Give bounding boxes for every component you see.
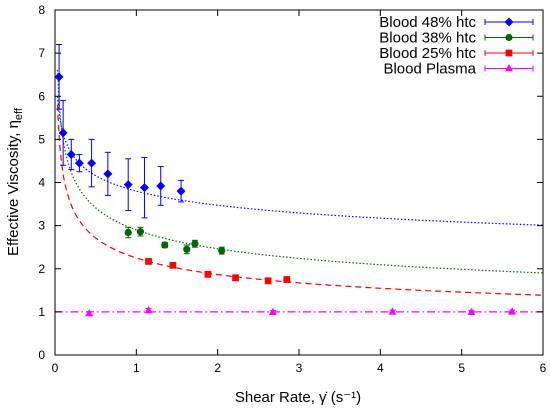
legend-entry: Blood Plasma (383, 61, 534, 78)
series-1-points (124, 226, 226, 255)
y-tick-label: 7 (38, 46, 45, 60)
fit-curve-2 (56, 104, 544, 296)
y-tick-label: 3 (38, 219, 45, 233)
legend-label: Blood Plasma (383, 61, 476, 78)
y-tick-label: 8 (38, 3, 45, 17)
data-point (218, 246, 226, 255)
data-point (74, 153, 84, 173)
series-2-points (145, 258, 291, 285)
data-point (183, 244, 191, 255)
x-tick-label: 0 (52, 361, 59, 375)
x-tick-label: 6 (540, 361, 547, 375)
data-point (388, 307, 397, 315)
data-point (58, 100, 68, 166)
data-point (66, 138, 76, 171)
y-tick-label: 6 (38, 89, 45, 103)
data-point (268, 307, 278, 316)
x-tick-label: 1 (133, 361, 140, 375)
data-point (232, 274, 239, 282)
legend-label: Blood 25% htc (379, 45, 476, 62)
data-point (161, 241, 169, 249)
y-tick-label: 5 (38, 132, 45, 146)
data-point (54, 44, 64, 110)
legend-label: Blood 48% htc (379, 14, 476, 31)
x-axis-ticks: 0 1 2 3 4 5 6 (52, 10, 547, 375)
data-point (169, 261, 177, 269)
data-point (87, 138, 97, 188)
fit-curve-0 (56, 96, 544, 226)
x-tick-label: 5 (458, 361, 465, 375)
series-3-points (85, 306, 517, 317)
y-axis-ticks: 0 1 2 3 4 5 6 7 8 (38, 3, 543, 362)
data-point (85, 309, 94, 317)
y-tick-label: 1 (38, 305, 45, 319)
legend-label: Blood 38% htc (379, 30, 476, 47)
legend-marker (504, 17, 514, 27)
data-point (145, 258, 152, 265)
data-point (204, 270, 212, 278)
series-0-points (54, 44, 186, 219)
data-points (54, 44, 517, 317)
y-tick-label: 0 (38, 348, 45, 362)
legend-marker (504, 64, 514, 72)
x-tick-label: 2 (214, 361, 221, 375)
data-point (176, 179, 186, 203)
x-axis-label: Shear Rate, γ̇ (s⁻¹) (235, 389, 361, 406)
x-tick-label: 4 (377, 361, 384, 375)
y-axis-label: Effective Viscosity, ηeff (5, 107, 25, 256)
data-point (264, 277, 272, 285)
legend-marker (505, 49, 513, 57)
data-point (191, 239, 199, 248)
data-point (283, 276, 291, 283)
data-point (139, 156, 149, 219)
data-point (103, 151, 113, 196)
data-point (144, 306, 153, 314)
fit-curve-1 (56, 69, 544, 274)
legend-entry: Blood 38% htc (379, 30, 534, 47)
data-point (123, 158, 133, 212)
y-tick-label: 4 (38, 176, 45, 190)
data-point (508, 307, 517, 315)
data-point (136, 226, 144, 237)
y-tick-label: 2 (38, 262, 45, 276)
data-point (124, 226, 132, 239)
data-point (467, 307, 476, 316)
legend-entry: Blood 25% htc (379, 45, 534, 62)
data-point (156, 166, 166, 206)
legend-entry: Blood 48% htc (379, 14, 534, 31)
x-tick-label: 3 (296, 361, 303, 375)
legend-marker (505, 33, 513, 42)
